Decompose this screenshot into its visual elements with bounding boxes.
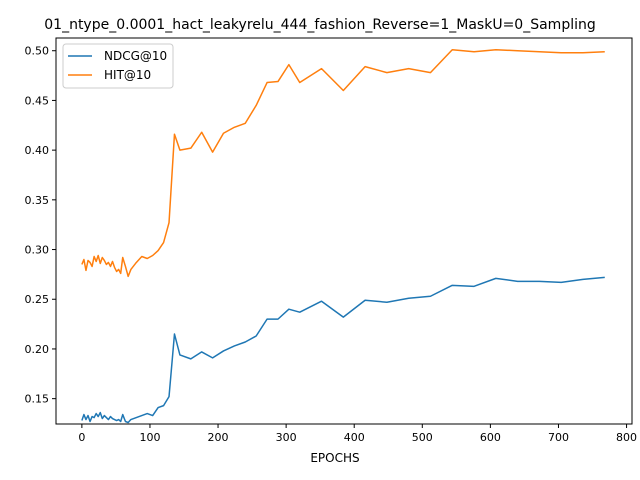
legend-label-ndcg: NDCG@10	[104, 49, 167, 63]
series-lines	[81, 48, 605, 424]
legend-box	[62, 43, 174, 89]
x-tick-label: 600	[480, 431, 501, 444]
y-tick-label: 0.30	[25, 244, 50, 257]
y-tick-label: 0.20	[25, 343, 50, 356]
y-tick-label: 0.50	[25, 45, 50, 58]
x-tick-label: 800	[616, 431, 637, 444]
chart-title: 01_ntype_0.0001_hact_leakyrelu_444_fashi…	[44, 17, 596, 33]
y-tick-label: 0.40	[25, 144, 50, 157]
x-tick-label: 0	[78, 431, 85, 444]
x-tick-label: 500	[412, 431, 433, 444]
x-axis: 0 100 200 300 400 500 600 700 800	[78, 424, 637, 444]
y-tick-label: 0.25	[25, 293, 50, 306]
legend-label-hit: HIT@10	[104, 68, 151, 82]
x-axis-label: EPOCHS	[310, 451, 359, 465]
y-tick-label: 0.15	[25, 393, 50, 406]
y-axis: 0.15 0.20 0.25 0.30 0.35 0.40 0.45 0.50	[25, 45, 56, 406]
x-tick-label: 400	[344, 431, 365, 444]
series-line-hit-10	[81, 48, 605, 278]
y-tick-label: 0.45	[25, 94, 50, 107]
x-tick-label: 200	[208, 431, 229, 444]
plot-area-frame	[55, 37, 633, 425]
series-line-ndcg-10	[81, 276, 605, 424]
x-tick-label: 100	[139, 431, 160, 444]
x-tick-label: 300	[276, 431, 297, 444]
x-tick-label: 700	[548, 431, 569, 444]
y-tick-label: 0.35	[25, 194, 50, 207]
legend: NDCG@10 HIT@10	[62, 43, 174, 89]
